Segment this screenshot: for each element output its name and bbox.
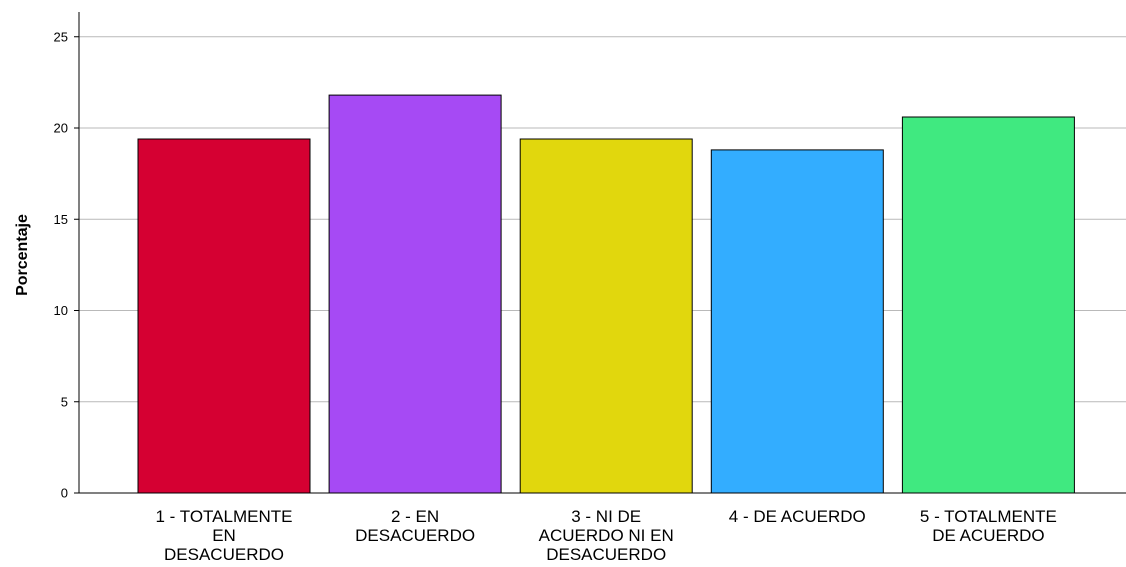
y-tick-label: 5 xyxy=(61,394,68,409)
x-category-label: DESACUERDO xyxy=(546,545,666,564)
x-category-label: 4 - DE ACUERDO xyxy=(729,507,866,526)
y-tick-label: 15 xyxy=(54,212,68,227)
bar xyxy=(137,138,311,494)
x-category-label: DE ACUERDO xyxy=(932,526,1044,545)
bars xyxy=(137,94,1075,494)
y-tick-labels: 0 5 10 15 20 25 xyxy=(54,29,68,500)
y-tick-label: 10 xyxy=(54,303,68,318)
x-category-label: ACUERDO NI EN xyxy=(539,526,674,545)
bar xyxy=(710,149,884,494)
x-category-label: 3 - NI DE xyxy=(571,507,641,526)
y-tick-label: 20 xyxy=(54,121,68,136)
y-tick-label: 0 xyxy=(61,486,68,501)
bar xyxy=(519,138,693,494)
x-category-label: 2 - EN xyxy=(391,507,439,526)
x-category-label: DESACUERDO xyxy=(355,526,475,545)
axes xyxy=(74,12,1126,494)
y-tick-label: 25 xyxy=(54,29,68,44)
x-category-label: 1 - TOTALMENTE xyxy=(156,507,293,526)
x-category-label: EN xyxy=(212,526,236,545)
x-category-label: 5 - TOTALMENTE xyxy=(920,507,1057,526)
bar xyxy=(328,94,502,494)
y-axis-title: Porcentaje xyxy=(14,214,31,296)
x-category-label: DESACUERDO xyxy=(164,545,284,564)
bar xyxy=(901,116,1075,494)
